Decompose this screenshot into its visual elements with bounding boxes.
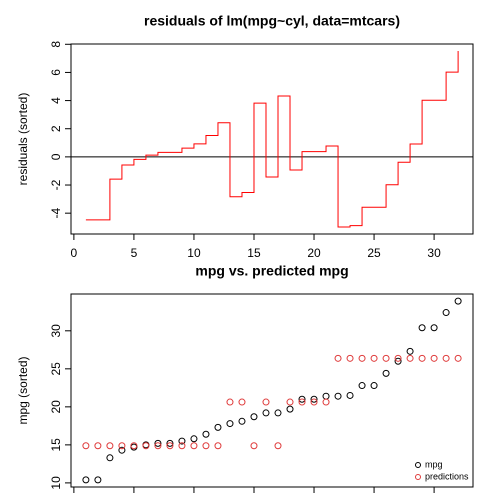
point	[142, 442, 150, 450]
point	[286, 405, 294, 413]
y-tick-label: 6	[49, 69, 63, 76]
y-tick-label: 4	[49, 97, 63, 104]
point	[250, 413, 258, 421]
point	[406, 347, 414, 355]
legend-label: mpg	[425, 459, 443, 469]
point	[94, 442, 102, 450]
point	[430, 324, 438, 332]
point	[94, 476, 102, 484]
point	[202, 430, 210, 438]
y-tick-label: 2	[49, 125, 63, 132]
point	[154, 442, 162, 450]
point	[202, 442, 210, 450]
point	[166, 439, 174, 447]
point	[454, 297, 462, 305]
point	[154, 439, 162, 447]
point	[322, 398, 330, 406]
point	[310, 395, 318, 403]
point	[346, 391, 354, 399]
point	[190, 435, 198, 443]
y-tick-label: 8	[49, 41, 63, 48]
point	[394, 357, 402, 365]
point	[442, 309, 450, 317]
point	[178, 437, 186, 445]
point	[226, 420, 234, 428]
point	[370, 354, 378, 362]
point	[358, 354, 366, 362]
y-tick-label: 0	[49, 153, 63, 160]
point	[82, 476, 90, 484]
y-tick-label: -2	[49, 179, 63, 190]
point	[394, 354, 402, 362]
x-tick-label: 20	[307, 246, 321, 260]
point	[274, 442, 282, 450]
point	[118, 446, 126, 454]
point	[238, 398, 246, 406]
y-axis-label: mpg (sorted)	[16, 356, 30, 424]
point	[106, 454, 114, 462]
x-tick-label: 15	[247, 246, 261, 260]
point	[262, 398, 270, 406]
y-tick-label: -4	[49, 208, 63, 219]
point	[346, 354, 354, 362]
y-tick-label: 25	[49, 362, 63, 376]
point	[382, 354, 390, 362]
point	[250, 442, 258, 450]
point	[106, 442, 114, 450]
point	[334, 354, 342, 362]
legend-label: predictions	[425, 471, 469, 481]
x-tick-label: 25	[367, 246, 381, 260]
point	[418, 354, 426, 362]
point	[454, 354, 462, 362]
y-axis-label: residuals (sorted)	[16, 93, 30, 186]
point	[274, 409, 282, 417]
y-tick-label: 10	[49, 476, 63, 490]
x-tick-label: 30	[427, 246, 441, 260]
point	[262, 409, 270, 417]
chart-title: residuals of lm(mpg~cyl, data=mtcars)	[144, 13, 400, 29]
point	[298, 398, 306, 406]
point	[322, 392, 330, 400]
x-tick-label: 0	[71, 246, 78, 260]
legend-marker	[415, 462, 421, 468]
point	[214, 442, 222, 450]
point	[82, 442, 90, 450]
point	[190, 442, 198, 450]
x-tick-label: 5	[131, 246, 138, 260]
y-tick-label: 30	[49, 324, 63, 338]
point	[430, 354, 438, 362]
point	[238, 417, 246, 425]
x-tick-label: 10	[187, 246, 201, 260]
point	[334, 392, 342, 400]
plot-box	[70, 293, 474, 488]
point	[406, 354, 414, 362]
point	[166, 442, 174, 450]
chart-title: mpg vs. predicted mpg	[195, 263, 348, 279]
point	[418, 324, 426, 332]
step-line	[85, 51, 459, 228]
y-tick-label: 15	[49, 438, 63, 452]
point	[382, 369, 390, 377]
point	[310, 398, 318, 406]
y-tick-label: 20	[49, 400, 63, 414]
point	[442, 354, 450, 362]
plot-box	[70, 43, 474, 235]
point	[370, 382, 378, 390]
point	[214, 423, 222, 431]
point	[298, 395, 306, 403]
point	[286, 398, 294, 406]
point	[118, 442, 126, 450]
point	[358, 382, 366, 390]
point	[130, 442, 138, 450]
point	[226, 398, 234, 406]
point	[178, 442, 186, 450]
legend-marker	[415, 474, 421, 480]
